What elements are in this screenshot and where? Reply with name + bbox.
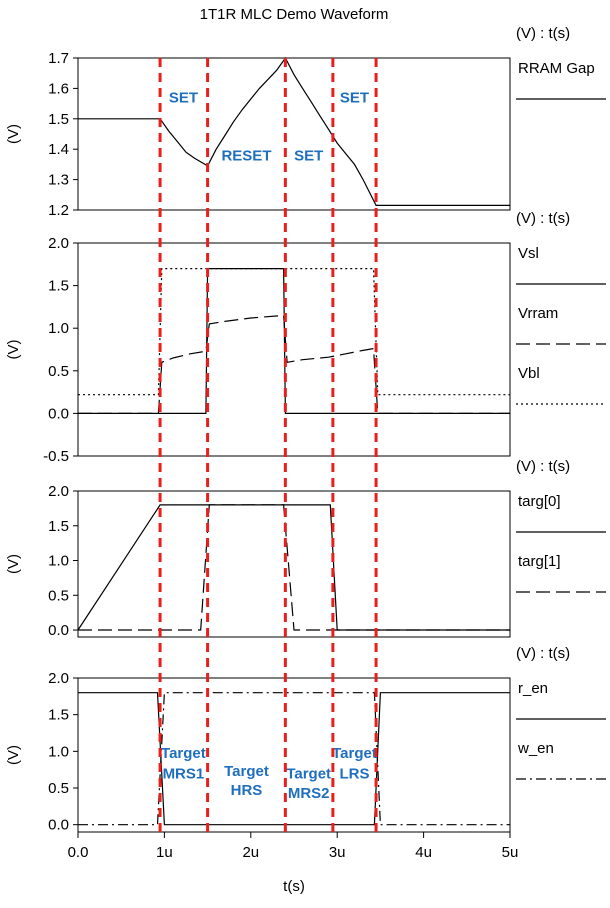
annotation-label: SET xyxy=(340,90,369,107)
phase-markers xyxy=(158,58,378,832)
x-axis-title: t(s) xyxy=(283,878,305,895)
series-line-targ-1- xyxy=(78,504,510,631)
y-tick-label: 0.0 xyxy=(48,622,69,639)
panel-frame xyxy=(77,242,511,457)
y-tick-label: 1.0 xyxy=(48,743,69,760)
annotation-label: LRS xyxy=(339,765,369,782)
y-tick-label: 1.5 xyxy=(48,278,69,295)
legend-entry-label: r_en xyxy=(518,680,548,697)
y-tick-label: 0.5 xyxy=(48,587,69,604)
annotation-label: MRS2 xyxy=(288,785,330,802)
y-tick-label: -0.5 xyxy=(43,448,69,465)
panel-frame xyxy=(77,490,511,638)
x-tick-label: 4u xyxy=(415,844,432,861)
x-tick-label: 2u xyxy=(242,844,259,861)
annotation-label: Target xyxy=(161,745,206,762)
legend-entry-label: w_en xyxy=(517,740,554,757)
y-tick-label: 1.5 xyxy=(48,111,69,128)
annotation-label: SET xyxy=(169,90,198,107)
y-tick-label: 1.0 xyxy=(48,320,69,337)
legend-unit-label: (V) : t(s) xyxy=(516,210,570,227)
y-tick-label: 1.5 xyxy=(48,518,69,535)
x-axis: 0.0 1u 2u 3u 4u 5u xyxy=(68,832,519,861)
annotation-label: MRS1 xyxy=(163,765,205,782)
y-axis-title: (V) xyxy=(5,124,22,144)
legend-entry-label: targ[0] xyxy=(518,493,561,510)
y-tick-label: 1.6 xyxy=(48,80,69,97)
annotation-label: SET xyxy=(294,147,323,164)
y-tick-label: 2.0 xyxy=(48,670,69,687)
x-tick-label: 1u xyxy=(156,844,173,861)
y-tick-label: 1.7 xyxy=(48,50,69,67)
x-tick-label: 5u xyxy=(502,844,519,861)
series-line-targ-0- xyxy=(77,504,510,631)
panel-frame xyxy=(77,677,511,833)
y-tick-label: 1.4 xyxy=(48,141,69,158)
panel-1: -0.5 0.0 0.5 1.0 1.5 2.0 (V) (V) : t(s) Vsl Vrram… xyxy=(5,210,606,465)
y-axis-title: (V) xyxy=(5,554,22,574)
y-tick-label: 0.0 xyxy=(48,405,69,422)
annotation-label: Target xyxy=(286,765,331,782)
series-line-RRAM-Gap xyxy=(78,56,510,206)
y-tick-label: 2.0 xyxy=(48,483,69,500)
legend-entry-label: Vrram xyxy=(518,305,558,322)
legend-entry-label: Vsl xyxy=(518,245,539,262)
y-tick-label: 0.5 xyxy=(48,363,69,380)
legend-entry-label: targ[1] xyxy=(518,553,561,570)
panel-3: 0.0 0.5 1.0 1.5 2.0 (V) (V) : t(s) r_en w_en Targ… xyxy=(5,645,606,834)
y-tick-label: 1.5 xyxy=(48,707,69,724)
chart-title: 1T1R MLC Demo Waveform xyxy=(200,6,389,23)
y-tick-label: 1.0 xyxy=(48,553,69,570)
legend-entry-label: RRAM Gap xyxy=(518,60,595,77)
series-line-Vsl xyxy=(78,268,510,414)
x-tick-label: 0.0 xyxy=(68,844,89,861)
y-tick-label: 2.0 xyxy=(48,235,69,252)
annotation-label: RESET xyxy=(221,147,271,164)
panels: 1.2 1.3 1.4 1.5 1.6 1.7 (V) (V) : t(s) RRAM Gap S… xyxy=(5,25,606,834)
series-line-Vbl xyxy=(78,268,510,396)
y-tick-label: 0.0 xyxy=(48,817,69,834)
legend-unit-label: (V) : t(s) xyxy=(516,25,570,42)
panel-frame xyxy=(77,57,511,211)
legend-unit-label: (V) : t(s) xyxy=(516,645,570,662)
y-tick-label: 1.3 xyxy=(48,172,69,189)
legend-entry-label: Vbl xyxy=(518,365,540,382)
series-line-r-en xyxy=(78,692,510,826)
annotation-label: HRS xyxy=(231,782,263,799)
series-line-w-en xyxy=(78,692,510,826)
panel-2: 0.0 0.5 1.0 1.5 2.0 (V) (V) : t(s) targ[0] targ[… xyxy=(5,458,606,639)
annotation-label: Target xyxy=(224,763,269,780)
panel-0: 1.2 1.3 1.4 1.5 1.6 1.7 (V) (V) : t(s) RRAM Gap S… xyxy=(5,25,606,219)
series-line-Vrram xyxy=(78,314,510,414)
y-tick-label: 0.5 xyxy=(48,780,69,797)
legend-unit-label: (V) : t(s) xyxy=(516,458,570,475)
annotation-label: Target xyxy=(332,745,377,762)
y-axis-title: (V) xyxy=(5,340,22,360)
y-tick-label: 1.2 xyxy=(48,202,69,219)
x-tick-label: 3u xyxy=(329,844,346,861)
y-axis-title: (V) xyxy=(5,745,22,765)
